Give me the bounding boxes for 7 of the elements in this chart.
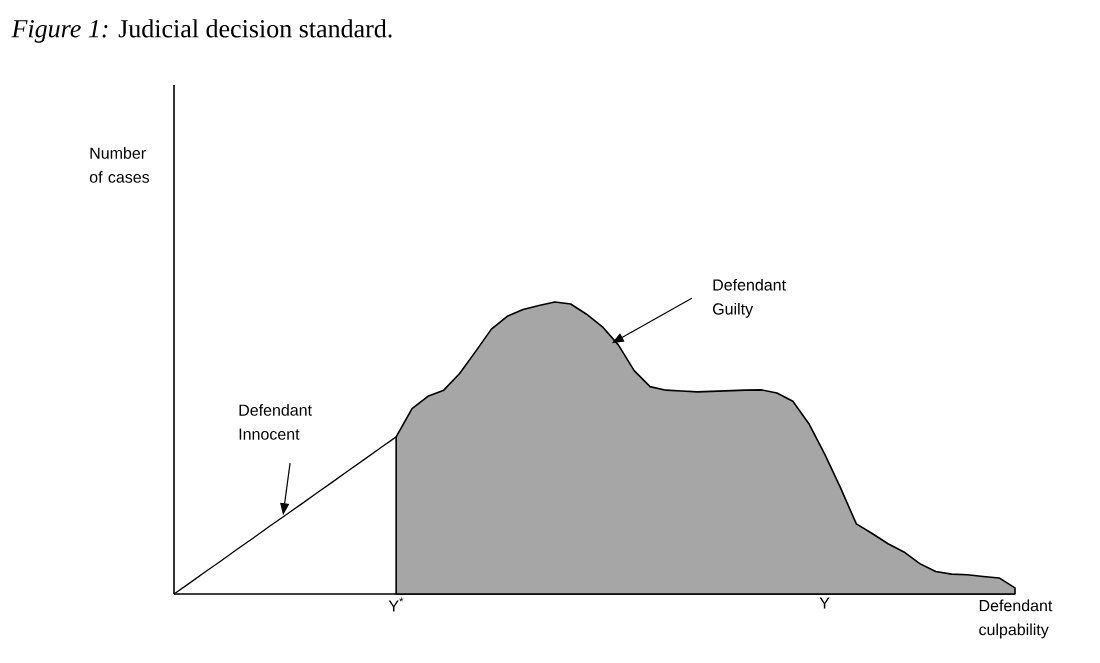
text: Number of cases <box>89 147 150 183</box>
chart-title: Figure 1: Judicial decision standard. <box>11 19 392 43</box>
x-axis-title: Defendant culpability <box>979 599 1053 639</box>
x-tick-label: Y <box>819 597 830 609</box>
annotation: Defendant Innocent <box>239 404 312 440</box>
annotation: Defendant Guilty <box>713 278 786 318</box>
x-tick-label: Y$^{*}$ <box>388 597 404 612</box>
